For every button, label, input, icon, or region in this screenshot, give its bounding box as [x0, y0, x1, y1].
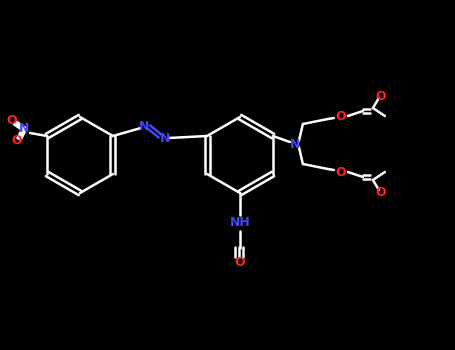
- Text: N: N: [139, 120, 149, 133]
- Text: O: O: [7, 114, 17, 127]
- Text: O: O: [336, 166, 346, 178]
- Text: O: O: [375, 90, 386, 103]
- Text: N: N: [160, 132, 170, 145]
- Text: O: O: [12, 134, 22, 147]
- Text: N: N: [19, 122, 29, 135]
- Text: NH: NH: [230, 217, 250, 230]
- Text: O: O: [235, 257, 245, 270]
- Text: O: O: [375, 186, 386, 198]
- Text: O: O: [336, 110, 346, 122]
- Text: N: N: [290, 138, 300, 150]
